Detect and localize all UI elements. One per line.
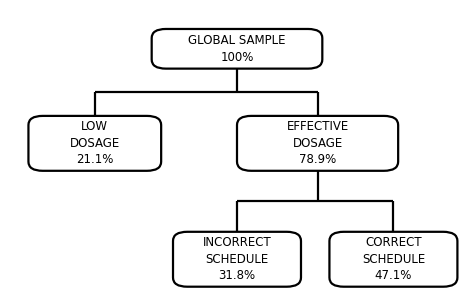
Text: GLOBAL SAMPLE
100%: GLOBAL SAMPLE 100% [188,34,286,63]
Text: CORRECT
SCHEDULE
47.1%: CORRECT SCHEDULE 47.1% [362,236,425,282]
Text: INCORRECT
SCHEDULE
31.8%: INCORRECT SCHEDULE 31.8% [202,236,272,282]
FancyBboxPatch shape [152,29,322,69]
FancyBboxPatch shape [28,116,161,171]
FancyBboxPatch shape [237,116,398,171]
FancyBboxPatch shape [173,232,301,287]
FancyBboxPatch shape [329,232,457,287]
Text: EFFECTIVE
DOSAGE
78.9%: EFFECTIVE DOSAGE 78.9% [286,120,349,166]
Text: LOW
DOSAGE
21.1%: LOW DOSAGE 21.1% [70,120,120,166]
